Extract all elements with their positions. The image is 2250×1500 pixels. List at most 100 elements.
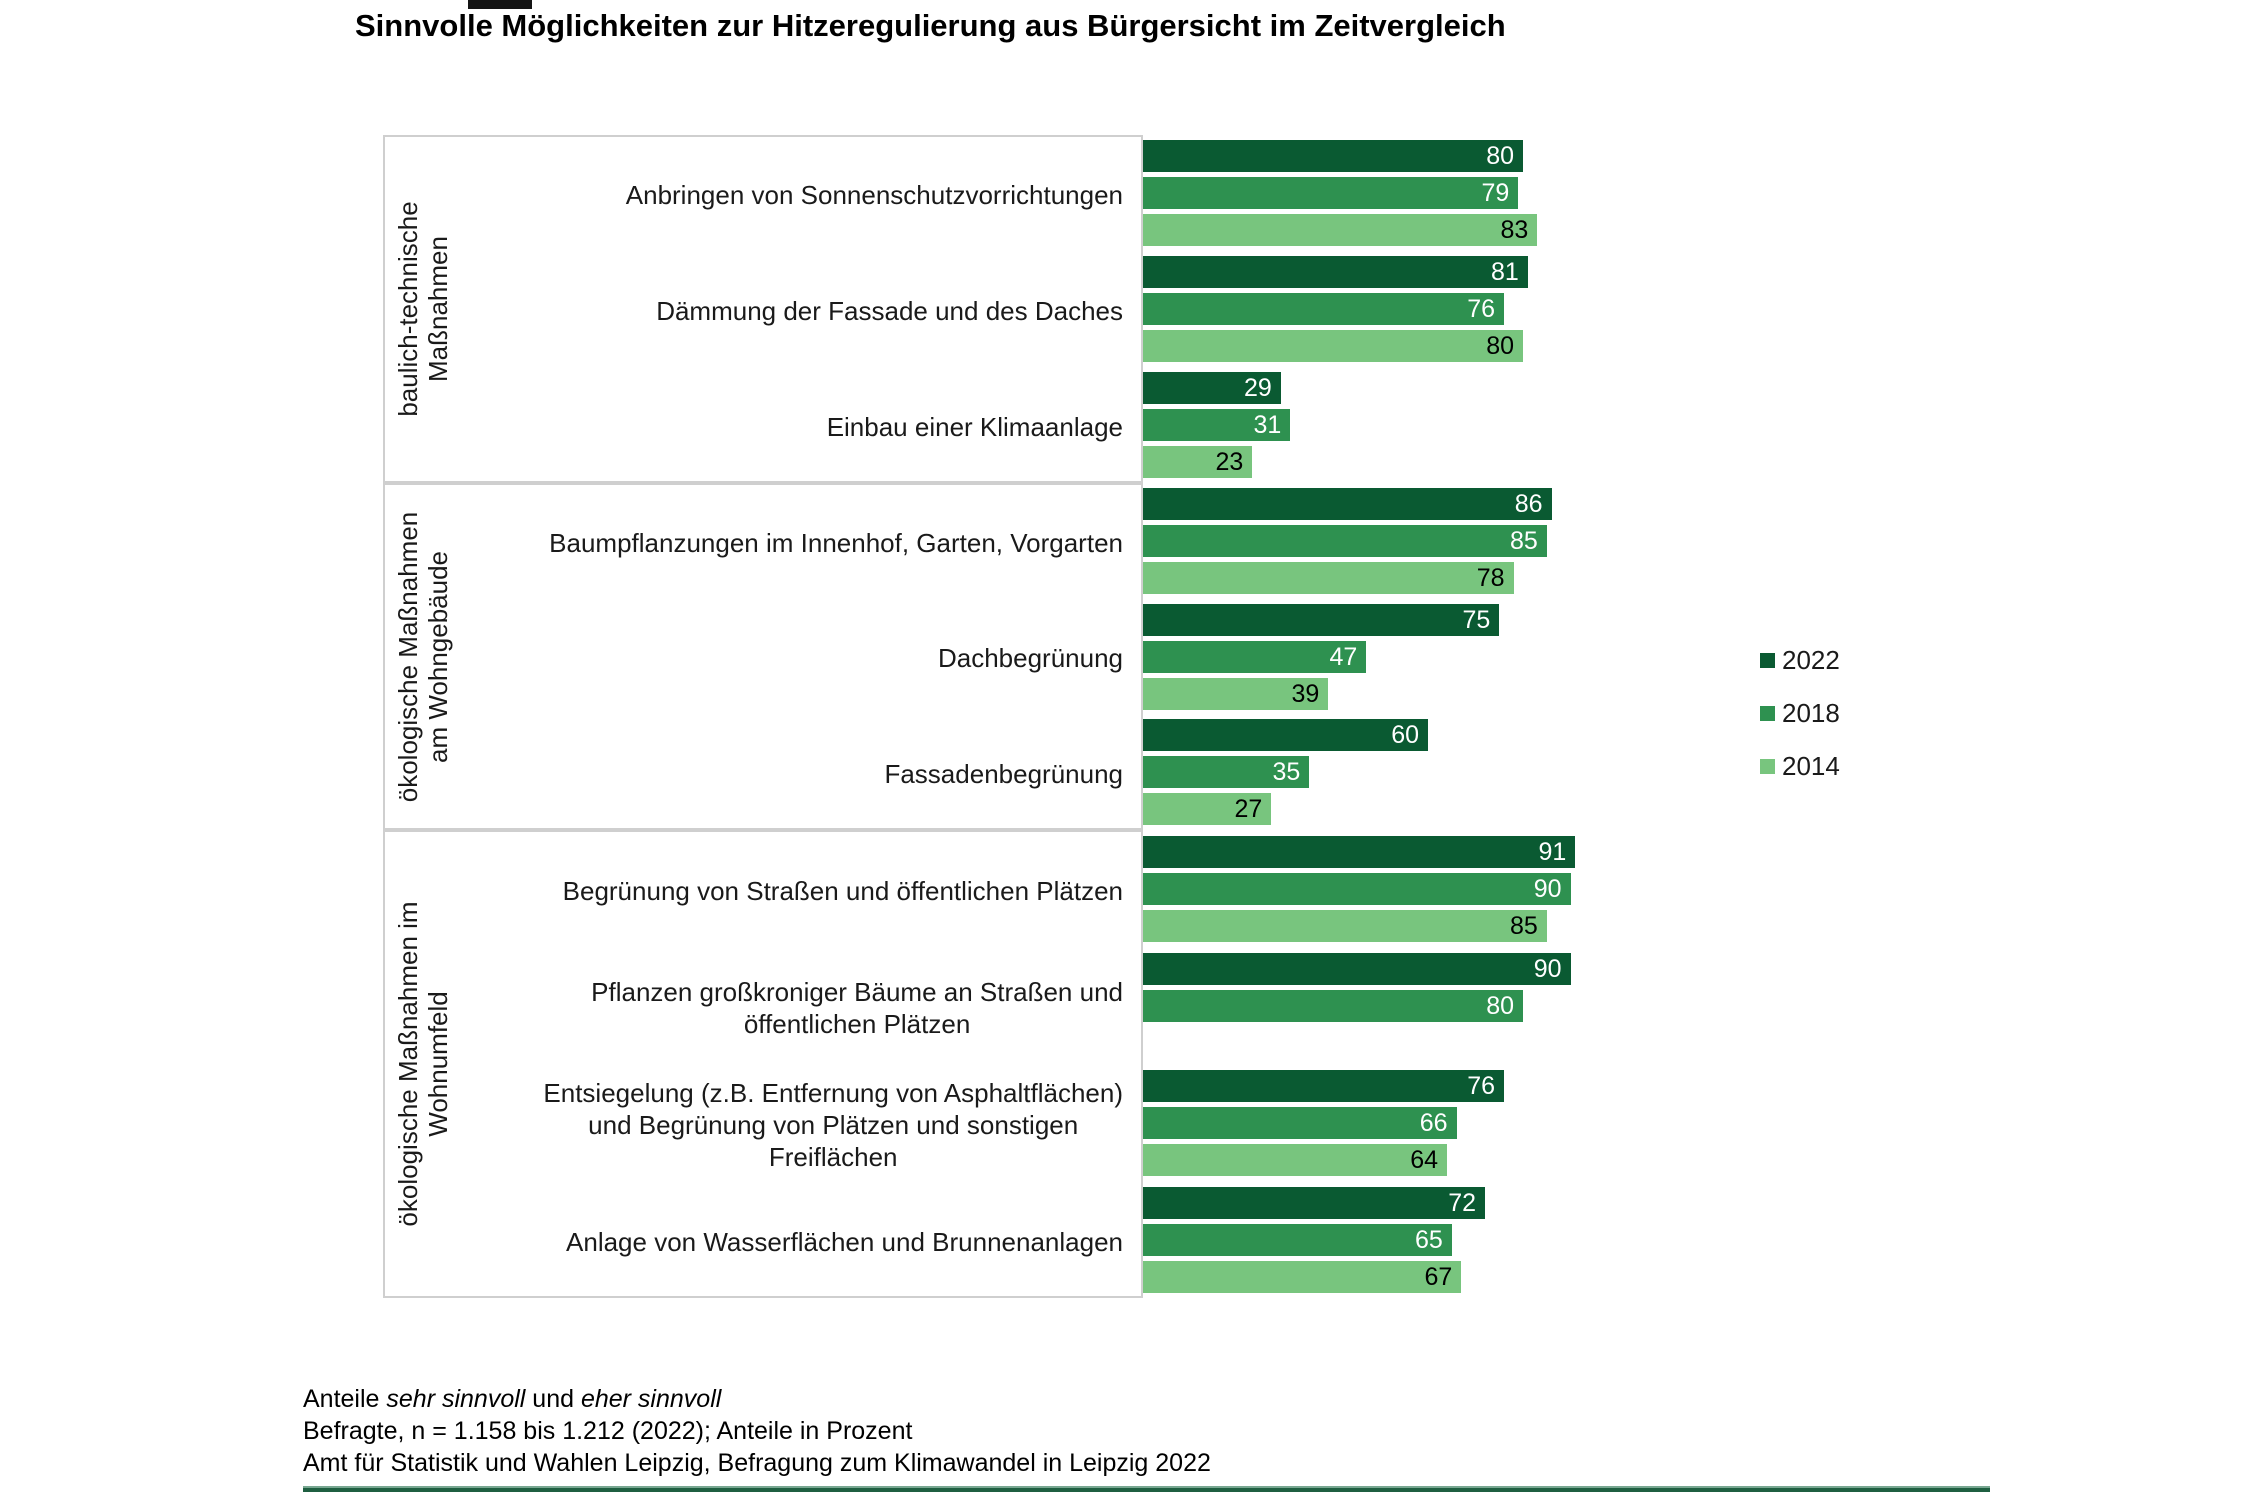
bar-2018: 65 bbox=[1143, 1223, 1452, 1256]
bar-value-label: 27 bbox=[1234, 795, 1263, 824]
bar-2018: 76 bbox=[1143, 293, 1504, 325]
bar-2022: 81 bbox=[1143, 256, 1528, 288]
bar-2014: 27 bbox=[1143, 793, 1272, 826]
category-label: Dämmung der Fassade und des Daches bbox=[656, 296, 1123, 326]
group-label: baulich-technische Maßnahmen bbox=[393, 201, 453, 417]
bar-2018: 85 bbox=[1143, 524, 1547, 557]
bar-2018: 80 bbox=[1143, 989, 1523, 1022]
category-label: Entsiegelung (z.B. Entfernung von Asphal… bbox=[543, 1077, 1123, 1172]
category-row: Baumpflanzungen im Innenhof, Garten, Vor… bbox=[469, 485, 1123, 601]
bar-value-label: 65 bbox=[1414, 1225, 1443, 1254]
bar-value-label: 86 bbox=[1514, 489, 1543, 518]
bar-2018: 79 bbox=[1143, 177, 1519, 209]
bar-2018: 66 bbox=[1143, 1106, 1457, 1139]
bar-value-label: 75 bbox=[1462, 605, 1491, 634]
cropped-header-artifact bbox=[468, 0, 532, 9]
category-row: Dachbegrünung bbox=[469, 601, 1123, 717]
category-row: Dämmung der Fassade und des Daches bbox=[469, 253, 1123, 369]
legend-label-2018: 2018 bbox=[1782, 698, 1840, 728]
category-row: Pflanzen großkroniger Bäume an Straßen u… bbox=[469, 949, 1123, 1066]
legend-item-2014: 2014 bbox=[1760, 751, 1840, 782]
category-label: Fassadenbegrünung bbox=[884, 759, 1123, 790]
bar-2022: 75 bbox=[1143, 603, 1500, 636]
bar-value-label: 90 bbox=[1533, 954, 1562, 983]
category-row: Fassadenbegrünung bbox=[469, 716, 1123, 832]
bar-value-label: 39 bbox=[1291, 679, 1320, 708]
bar-value-label: 29 bbox=[1243, 374, 1272, 402]
bar-2018: 35 bbox=[1143, 756, 1310, 789]
footnote-line-3: Amt für Statistik und Wahlen Leipzig, Be… bbox=[303, 1449, 1211, 1477]
bar-value-label: 60 bbox=[1391, 721, 1419, 750]
group-box: baulich-technische Maßnahmen Anbringen vo… bbox=[383, 135, 1143, 483]
bar-2018: 47 bbox=[1143, 640, 1367, 673]
group-label: ökologische Maßnahmen am Wohngebäude bbox=[393, 511, 453, 802]
bar-value-label: 90 bbox=[1533, 874, 1562, 903]
bar-2014: 64 bbox=[1143, 1143, 1447, 1176]
bar-2022: 29 bbox=[1143, 372, 1281, 404]
legend-item-2022: 2022 bbox=[1760, 645, 1840, 676]
category-label: Anlage von Wasserflächen und Brunnenanla… bbox=[566, 1226, 1123, 1257]
bar-2014: 83 bbox=[1143, 214, 1538, 246]
bar-value-label: 79 bbox=[1481, 179, 1510, 207]
group-box: ökologische Maßnahmen am Wohngebäude Baum… bbox=[383, 483, 1143, 830]
footnote-italic-sehr-sinnvoll: sehr sinnvoll bbox=[386, 1385, 526, 1413]
legend-swatch-2014 bbox=[1760, 759, 1775, 774]
bar-value-label: 76 bbox=[1467, 295, 1495, 323]
bar-value-label: 47 bbox=[1329, 642, 1358, 671]
bar-2014: 67 bbox=[1143, 1260, 1462, 1293]
category-row: Entsiegelung (z.B. Entfernung von Asphal… bbox=[469, 1066, 1123, 1183]
bar-value-label: 85 bbox=[1509, 526, 1538, 555]
bar-value-label: 67 bbox=[1424, 1262, 1453, 1291]
bar-2022: 80 bbox=[1143, 140, 1523, 172]
bar-value-label: 66 bbox=[1419, 1108, 1448, 1137]
category-label: Pflanzen großkroniger Bäume an Straßen u… bbox=[591, 976, 1123, 1039]
bar-2014: 23 bbox=[1143, 446, 1253, 478]
bar-2022: 60 bbox=[1143, 719, 1428, 752]
legend-label-2014: 2014 bbox=[1782, 751, 1840, 781]
chart-legend: 2022 2018 2014 bbox=[1760, 645, 1840, 804]
bar-2014: 78 bbox=[1143, 561, 1514, 594]
category-label: Begrünung von Straßen und öffentlichen P… bbox=[562, 875, 1123, 906]
bar-2022: 91 bbox=[1143, 835, 1576, 868]
bar-2014: 39 bbox=[1143, 677, 1329, 710]
bar-2014: 85 bbox=[1143, 909, 1547, 942]
bottom-divider-rule bbox=[303, 1486, 1990, 1492]
category-label: Anbringen von Sonnenschutzvorrichtungen bbox=[625, 180, 1123, 210]
bar-value-label: 35 bbox=[1272, 758, 1301, 787]
bar-2022: 76 bbox=[1143, 1069, 1504, 1102]
footnote-line-2: Befragte, n = 1.158 bis 1.212 (2022); An… bbox=[303, 1417, 913, 1445]
legend-swatch-2018 bbox=[1760, 706, 1775, 721]
bar-value-label: 78 bbox=[1476, 563, 1505, 592]
category-row: Einbau einer Klimaanlage bbox=[469, 369, 1123, 485]
bar-value-label: 81 bbox=[1490, 258, 1519, 286]
bar-value-label: 80 bbox=[1486, 332, 1514, 360]
bar-value-label: 72 bbox=[1448, 1188, 1476, 1217]
category-row: Begrünung von Straßen und öffentlichen P… bbox=[469, 832, 1123, 949]
group-label: ökologische Maßnahmen im Wohnumfeld bbox=[393, 901, 453, 1227]
footnote-line-1: Anteile sehr sinnvoll und eher sinnvoll bbox=[303, 1385, 722, 1413]
legend-swatch-2022 bbox=[1760, 653, 1775, 668]
bar-value-label: 31 bbox=[1253, 411, 1282, 439]
bar-2022: 86 bbox=[1143, 487, 1552, 520]
category-row: Anlage von Wasserflächen und Brunnenanla… bbox=[469, 1183, 1123, 1300]
bar-value-label: 91 bbox=[1538, 837, 1567, 866]
bar-value-label: 85 bbox=[1509, 911, 1538, 940]
bar-value-label: 23 bbox=[1215, 448, 1244, 476]
page-title: Sinnvolle Möglichkeiten zur Hitzeregulie… bbox=[355, 8, 1506, 43]
legend-label-2022: 2022 bbox=[1782, 645, 1840, 675]
bar-value-label: 80 bbox=[1486, 142, 1514, 170]
bar-value-label: 76 bbox=[1467, 1071, 1495, 1100]
bar-2018: 31 bbox=[1143, 409, 1291, 441]
bar-value-label: 83 bbox=[1500, 216, 1529, 244]
category-row: Anbringen von Sonnenschutzvorrichtungen bbox=[469, 137, 1123, 253]
bar-value-label: 64 bbox=[1410, 1145, 1438, 1174]
bar-2022: 90 bbox=[1143, 952, 1571, 985]
legend-item-2018: 2018 bbox=[1760, 698, 1840, 729]
bar-2018: 90 bbox=[1143, 872, 1571, 905]
bar-value-label: 80 bbox=[1486, 991, 1514, 1020]
category-label: Einbau einer Klimaanlage bbox=[826, 412, 1123, 442]
group-box: ökologische Maßnahmen im Wohnumfeld Begrü… bbox=[383, 830, 1143, 1298]
footnote-italic-eher-sinnvoll: eher sinnvoll bbox=[580, 1385, 722, 1413]
bar-2022: 72 bbox=[1143, 1186, 1485, 1219]
